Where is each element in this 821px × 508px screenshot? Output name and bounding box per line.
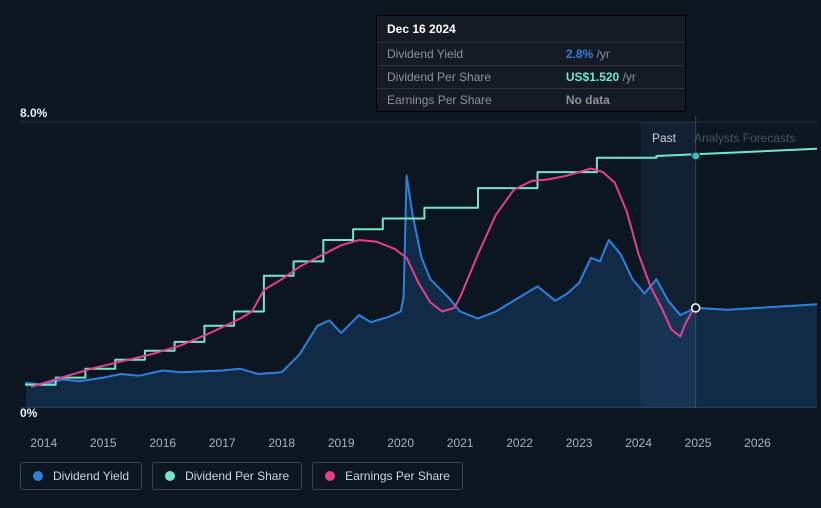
tooltip-row-value: 2.8% bbox=[566, 47, 593, 61]
tooltip-row-value: US$1.520 bbox=[566, 70, 619, 84]
legend-label: Earnings Per Share bbox=[345, 469, 450, 483]
past-label: Past bbox=[652, 131, 676, 145]
forecast-label: Analysts Forecasts bbox=[694, 131, 795, 145]
tooltip-date: Dec 16 2024 bbox=[377, 16, 685, 43]
tooltip-row-label: Dividend Per Share bbox=[377, 66, 556, 89]
x-tick-label: 2026 bbox=[744, 436, 771, 450]
tooltip-row-unit: /yr bbox=[597, 47, 610, 61]
x-tick-label: 2018 bbox=[268, 436, 295, 450]
x-tick-label: 2020 bbox=[387, 436, 414, 450]
chart-plot-area[interactable] bbox=[20, 108, 817, 428]
legend-dot bbox=[165, 471, 175, 481]
chart-svg bbox=[20, 108, 817, 408]
legend-label: Dividend Yield bbox=[53, 469, 129, 483]
x-tick-label: 2015 bbox=[90, 436, 117, 450]
x-axis: 2014 2015 2016 2017 2018 2019 2020 2021 2022 2023… bbox=[20, 430, 817, 450]
legend-item-dividend-yield[interactable]: Dividend Yield bbox=[20, 462, 142, 490]
tooltip-table: Dividend Yield 2.8% /yr Dividend Per Sha… bbox=[377, 43, 685, 111]
x-tick-label: 2023 bbox=[566, 436, 593, 450]
x-tick-label: 2019 bbox=[328, 436, 355, 450]
x-tick-label: 2017 bbox=[209, 436, 236, 450]
x-tick-label: 2022 bbox=[506, 436, 533, 450]
legend-label: Dividend Per Share bbox=[185, 469, 289, 483]
x-tick-label: 2021 bbox=[447, 436, 474, 450]
legend-dot bbox=[33, 471, 43, 481]
tooltip-row-value: No data bbox=[566, 93, 610, 107]
chart-tooltip: Dec 16 2024 Dividend Yield 2.8% /yr Divi… bbox=[376, 15, 686, 112]
x-tick-label: 2025 bbox=[685, 436, 712, 450]
legend-item-earnings-per-share[interactable]: Earnings Per Share bbox=[312, 462, 463, 490]
x-tick-label: 2024 bbox=[625, 436, 652, 450]
tooltip-row-unit: /yr bbox=[623, 70, 636, 84]
legend-item-dividend-per-share[interactable]: Dividend Per Share bbox=[152, 462, 302, 490]
x-tick-label: 2014 bbox=[30, 436, 57, 450]
chart-legend: Dividend Yield Dividend Per Share Earnin… bbox=[20, 462, 463, 490]
legend-dot bbox=[325, 471, 335, 481]
x-tick-label: 2016 bbox=[149, 436, 176, 450]
tooltip-row-label: Dividend Yield bbox=[377, 43, 556, 66]
